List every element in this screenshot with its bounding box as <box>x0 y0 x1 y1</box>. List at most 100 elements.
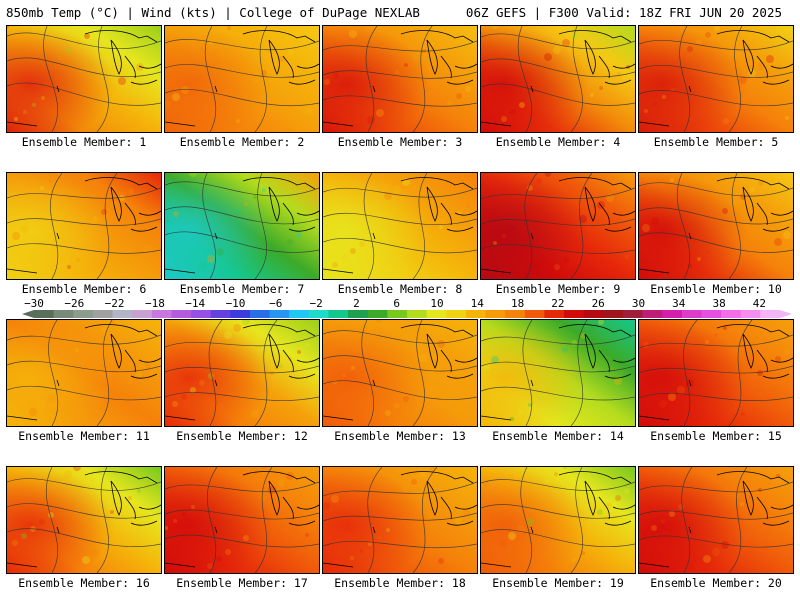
colorbar-segment <box>328 310 349 318</box>
colorbar-tick-label: 6 <box>393 297 400 310</box>
colorbar-segment <box>367 310 388 318</box>
height-contours <box>165 173 319 279</box>
ensemble-map-5 <box>638 25 794 133</box>
great-lakes-outline <box>481 471 635 568</box>
height-contours <box>7 467 161 573</box>
great-lakes-outline <box>481 324 635 421</box>
colorbar-segment <box>544 310 565 318</box>
colorbar-segment <box>210 310 231 318</box>
colorbar-segment <box>642 310 663 318</box>
colorbar-segment <box>426 310 447 318</box>
colorbar-segment <box>407 310 428 318</box>
panel-label: Ensemble Member: 7 <box>179 282 305 296</box>
ensemble-map-7 <box>164 172 320 280</box>
height-contours <box>481 467 635 573</box>
colorbar-segment <box>446 310 467 318</box>
height-contours <box>165 467 319 573</box>
height-contours <box>481 173 635 279</box>
panel-label: Ensemble Member: 19 <box>492 576 624 590</box>
height-contours <box>323 467 477 573</box>
height-contours <box>639 467 793 573</box>
ensemble-map-13 <box>322 319 478 427</box>
colorbar-max-arrow <box>780 310 792 318</box>
colorbar-segment <box>230 310 251 318</box>
colorbar-segment <box>289 310 310 318</box>
height-contours <box>323 173 477 279</box>
great-lakes-outline <box>481 30 635 127</box>
panel-label: Ensemble Member: 1 <box>21 135 147 149</box>
colorbar-tick-label: 42 <box>752 297 767 310</box>
panel-label: Ensemble Member: 15 <box>650 429 782 443</box>
colorbar-tick-label: 14 <box>470 297 484 310</box>
colorbar-segment <box>34 310 55 318</box>
ensemble-map-10 <box>638 172 794 280</box>
colorbar-segment <box>269 310 290 318</box>
ensemble-map-2 <box>164 25 320 133</box>
panel-label: Ensemble Member: 2 <box>179 135 305 149</box>
panel-label: Ensemble Member: 16 <box>18 576 150 590</box>
great-lakes-outline <box>323 324 477 421</box>
colorbar-segment <box>524 310 545 318</box>
colorbar-tick-label: 10 <box>430 297 444 310</box>
header: 850mb Temp (°C) | Wind (kts) | College o… <box>0 0 800 24</box>
panel-label: Ensemble Member: 3 <box>337 135 463 149</box>
ensemble-map-19 <box>480 466 636 574</box>
colorbar-segment <box>622 310 643 318</box>
product-title: 850mb Temp (°C) | Wind (kts) | College o… <box>6 5 420 20</box>
great-lakes-outline <box>165 30 319 127</box>
height-contours <box>639 26 793 132</box>
panel-label: Ensemble Member: 5 <box>653 135 779 149</box>
great-lakes-outline <box>7 30 161 127</box>
temperature-colorbar <box>22 310 792 318</box>
ensemble-map-11 <box>6 319 162 427</box>
colorbar-tick-label: 22 <box>551 297 565 310</box>
colorbar-segment <box>387 310 408 318</box>
colorbar-tick-label: 38 <box>712 297 726 310</box>
ensemble-map-9 <box>480 172 636 280</box>
ensemble-map-8 <box>322 172 478 280</box>
great-lakes-outline <box>165 324 319 421</box>
colorbar-segment <box>681 310 702 318</box>
colorbar-segment <box>151 310 172 318</box>
height-contours <box>481 320 635 426</box>
height-contours <box>7 173 161 279</box>
panel-label: Ensemble Member: 20 <box>650 576 782 590</box>
panel-label: Ensemble Member: 10 <box>650 282 782 296</box>
panel-label: Ensemble Member: 4 <box>495 135 621 149</box>
panel-label: Ensemble Member: 6 <box>21 282 147 296</box>
colorbar-segment <box>171 310 192 318</box>
colorbar-tick-label: −6 <box>269 297 283 310</box>
great-lakes-outline <box>165 471 319 568</box>
ensemble-map-4 <box>480 25 636 133</box>
panel-label: Ensemble Member: 12 <box>176 429 308 443</box>
ensemble-map-1 <box>6 25 162 133</box>
height-contours <box>323 26 477 132</box>
great-lakes-outline <box>639 30 793 127</box>
colorbar-segment <box>465 310 486 318</box>
colorbar-tick-label: −18 <box>144 297 165 310</box>
colorbar-segment <box>740 310 761 318</box>
colorbar-tick-label: 18 <box>510 297 525 310</box>
height-contours <box>165 26 319 132</box>
great-lakes-outline <box>323 177 477 274</box>
great-lakes-outline <box>481 177 635 274</box>
colorbar-segment <box>191 310 212 318</box>
panel-label: Ensemble Member: 18 <box>334 576 466 590</box>
colorbar-segment <box>760 310 781 318</box>
panel-label: Ensemble Member: 14 <box>492 429 624 443</box>
panel-label: Ensemble Member: 17 <box>176 576 308 590</box>
great-lakes-outline <box>323 30 477 127</box>
panel-label: Ensemble Member: 8 <box>337 282 463 296</box>
colorbar-segment <box>583 310 604 318</box>
height-contours <box>323 320 477 426</box>
colorbar-segment <box>603 310 624 318</box>
colorbar-tick-label: −26 <box>64 297 85 310</box>
colorbar-segment <box>73 310 94 318</box>
colorbar-segment <box>701 310 722 318</box>
colorbar-tick-label: −30 <box>24 297 44 310</box>
ensemble-map-18 <box>322 466 478 574</box>
colorbar-segment <box>249 310 270 318</box>
colorbar-segment <box>662 310 683 318</box>
great-lakes-outline <box>165 177 319 274</box>
height-contours <box>7 26 161 132</box>
